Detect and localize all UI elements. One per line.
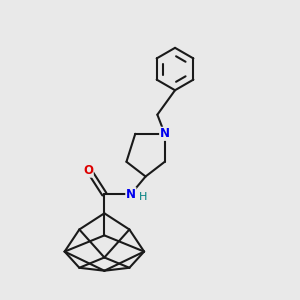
Text: N: N: [126, 188, 136, 201]
Text: H: H: [139, 191, 147, 202]
Text: N: N: [160, 127, 170, 140]
Text: O: O: [83, 164, 93, 177]
